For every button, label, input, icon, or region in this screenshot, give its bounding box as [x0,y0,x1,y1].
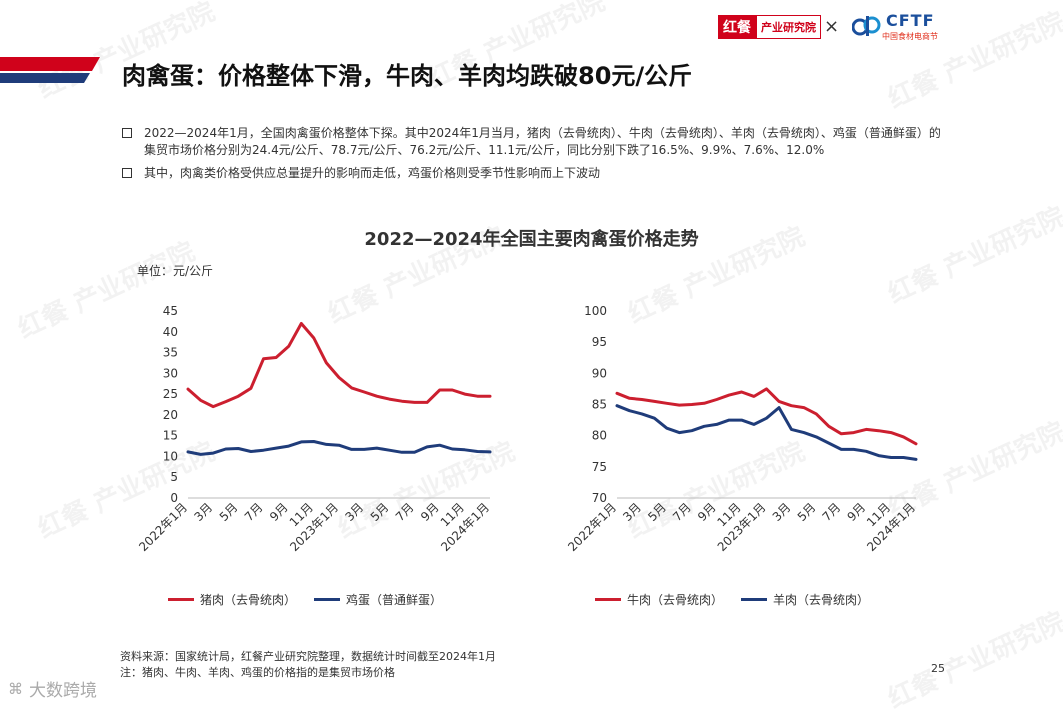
legend-swatch-red [595,598,621,601]
chart1-series-line-1 [186,440,492,456]
chart2-x-tick-label: 3月 [770,500,794,524]
page-title: 肉禽蛋：价格整体下滑，牛肉、羊肉均跌破80元/公斤 [122,62,693,90]
camera-watermark-icon: ⌘ [8,679,23,698]
unit-label: 单位：元/公斤 [137,264,214,278]
chart1-y-tick-label: 15 [163,429,178,443]
chart2-x-tick-label: 5月 [795,500,819,524]
legend-label: 羊肉（去骨统肉） [773,593,870,607]
source-note: 资料来源：国家统计局，红餐产业研究院整理，数据统计时间截至2024年1月 [120,650,496,663]
summary-bullets: 2022—2024年1月，全国肉禽蛋价格整体下探。其中2024年1月当月，猪肉（… [122,125,952,188]
chart1-y-tick-label: 45 [163,304,178,318]
chart1-legend: 猪肉（去骨统肉） 鸡蛋（普通鲜蛋） [168,591,460,608]
chart1-series-line-0 [186,322,492,409]
logo-separator: × [824,16,840,37]
chart2-y-tick-label: 75 [592,460,607,474]
bullet-item: 其中，肉禽类价格受供应总量提升的影响而走低，鸡蛋价格则受季节性影响而上下波动 [122,165,952,182]
cftf-logo: CFTF 中国食材电商节 [852,11,952,43]
legend-swatch-red [168,598,194,601]
bullet-square-icon [122,128,132,138]
chart2-series-line-1 [615,404,918,461]
chart2-y-tick-label: 70 [592,491,607,505]
chart2-legend: 牛肉（去骨统肉） 羊肉（去骨统肉） [595,591,887,608]
chart2-series-line-0 [615,387,918,446]
chart1-y-tick-label: 20 [163,408,178,422]
chart1-y-tick-label: 5 [170,470,178,484]
cftf-logo-icon [852,16,881,36]
footnote: 资料来源：国家统计局，红餐产业研究院整理，数据统计时间截至2024年1月 注：猪… [120,649,496,681]
chart2-y-tick-label: 95 [592,335,607,349]
chart2-x-tick-label: 3月 [620,500,644,524]
chart2-y-tick-label: 90 [592,366,607,380]
chart1-y-tick-label: 40 [163,325,178,339]
chart2-x-tick-label: 5月 [645,500,669,524]
bullet-item: 2022—2024年1月，全国肉禽蛋价格整体下探。其中2024年1月当月，猪肉（… [122,125,952,159]
chart2-x-tick-label: 7月 [820,500,844,524]
bullet-square-icon [122,168,132,178]
hongcan-logo-mark: 红餐 [718,15,756,39]
hongcan-logo: 红餐 产业研究院 [718,15,821,39]
chart2-y-tick-label: 100 [584,304,607,318]
bullet-text: 2022—2024年1月，全国肉禽蛋价格整体下探。其中2024年1月当月，猪肉（… [144,126,941,157]
chart1-y-tick-label: 30 [163,366,178,380]
bottom-watermark-text: 大数跨境 [29,681,97,701]
cftf-logo-subtext: 中国食材电商节 [882,32,938,41]
legend-label: 牛肉（去骨统肉） [627,593,724,607]
legend-swatch-blue [741,598,768,601]
chart2-y-tick-label: 80 [592,429,607,443]
definition-note: 注：猪肉、牛肉、羊肉、鸡蛋的价格指的是集贸市场价格 [120,666,395,679]
bottom-watermark: ⌘ 大数跨境 [8,676,97,702]
chart2-x-tick-label: 7月 [670,500,694,524]
chart1-y-tick-label: 0 [170,491,178,505]
chart-title: 2022—2024年全国主要肉禽蛋价格走势 [364,229,699,250]
legend-item-pork: 猪肉（去骨统肉） [168,591,296,608]
bullet-text: 其中，肉禽类价格受供应总量提升的影响而走低，鸡蛋价格则受季节性影响而上下波动 [144,166,601,180]
chart1-y-tick-label: 10 [163,449,178,463]
legend-item-mutton: 羊肉（去骨统肉） [741,591,869,608]
cftf-logo-text: CFTF [886,11,935,30]
chart2-x-tick-label: 2022年1月 [565,500,619,554]
chart2-y-tick-label: 85 [592,398,607,412]
hongcan-logo-text: 产业研究院 [756,15,821,39]
chart1-y-tick-label: 25 [163,387,178,401]
legend-item-egg: 鸡蛋（普通鲜蛋） [314,591,442,608]
legend-item-beef: 牛肉（去骨统肉） [595,591,723,608]
page-number: 25 [931,662,945,675]
legend-label: 猪肉（去骨统肉） [200,593,297,607]
chart1-y-tick-label: 35 [163,346,178,360]
legend-swatch-blue [314,598,341,601]
title-banner-stripe [0,57,100,83]
legend-label: 鸡蛋（普通鲜蛋） [346,593,443,607]
